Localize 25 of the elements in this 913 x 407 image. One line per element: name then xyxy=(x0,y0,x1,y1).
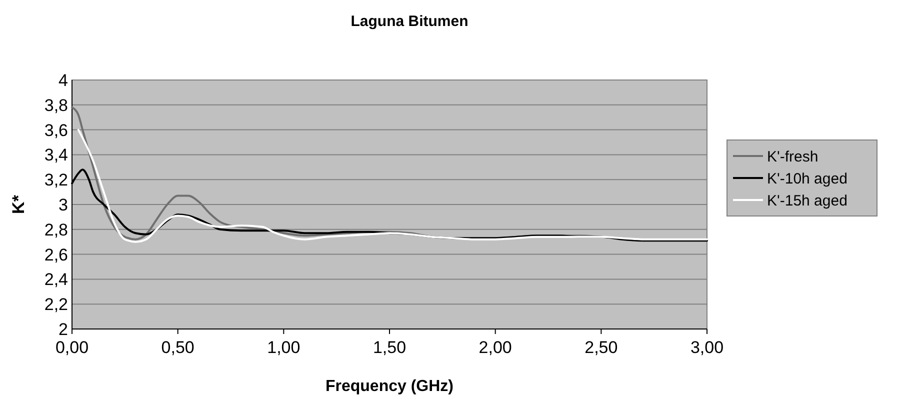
x-axis-title: Frequency (GHz) xyxy=(325,378,454,395)
x-tick-label: 2,00 xyxy=(478,338,512,357)
legend-label: K'-fresh xyxy=(767,148,818,166)
y-tick-label: 2,6 xyxy=(44,245,68,264)
x-tick-label: 3,00 xyxy=(690,338,724,357)
legend-label: K'-15h aged xyxy=(767,192,848,210)
line-series xyxy=(77,128,708,243)
y-tick-label: 2 xyxy=(58,320,68,339)
y-tick-label: 2,2 xyxy=(44,295,68,314)
x-tick-label: 1,00 xyxy=(267,338,300,357)
y-tick-label: 3,2 xyxy=(44,170,68,190)
legend-label: K'-10h aged xyxy=(767,170,848,188)
y-tick-label: 2,8 xyxy=(44,220,68,240)
y-tick-label: 2,4 xyxy=(44,270,68,290)
x-tick-label: 1,50 xyxy=(372,338,406,357)
x-tick-label: 2,50 xyxy=(584,338,618,357)
x-tick-label: 0,00 xyxy=(55,338,89,357)
y-tick-label: 3,6 xyxy=(44,120,68,140)
y-tick-label: 3 xyxy=(58,195,68,214)
y-tick-label: 4 xyxy=(58,70,68,90)
y-tick-label: 3,8 xyxy=(44,96,68,115)
y-tick-label: 3,4 xyxy=(44,146,68,165)
y-axis-title: K* xyxy=(9,194,28,214)
x-tick-label: 0,50 xyxy=(161,338,194,357)
chart-title: Laguna Bitumen xyxy=(350,13,468,30)
